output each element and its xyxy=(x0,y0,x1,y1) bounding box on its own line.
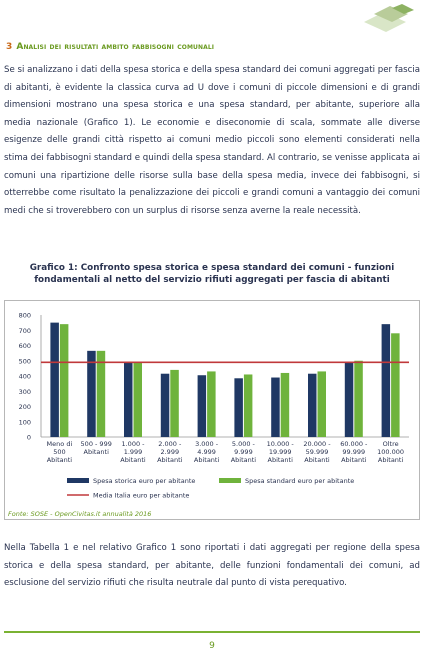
bar-spesa-storica xyxy=(87,350,96,437)
x-category-label-line: Abitanti xyxy=(120,456,146,464)
bar-spesa-standard xyxy=(354,360,363,437)
x-category-label: 5.000 -9.999 Abitanti xyxy=(231,440,257,464)
x-category-label-line: Abitanti xyxy=(304,456,330,464)
x-category-label-line: Abitanti xyxy=(194,456,220,464)
y-tick-label: 800 xyxy=(19,312,31,320)
y-tick-label: 300 xyxy=(19,388,31,396)
bar-spesa-storica xyxy=(197,375,207,437)
x-category-label-line: 60.000 - xyxy=(340,440,368,448)
x-category-label-line: 19.999 xyxy=(269,448,292,456)
x-category-label-line: Abitanti xyxy=(231,456,257,464)
x-category-label-line: 99.999 xyxy=(342,448,365,456)
bar-spesa-standard xyxy=(391,333,400,437)
y-tick-label: 600 xyxy=(19,342,31,350)
bar-spesa-storica xyxy=(234,378,243,437)
bar-spesa-standard xyxy=(133,362,142,437)
bar-spesa-standard xyxy=(317,371,326,437)
y-tick-label: 100 xyxy=(19,418,31,426)
x-category-label: 20.000 -59.999 Abitanti xyxy=(303,440,331,464)
x-category-label-line: Abitanti xyxy=(47,456,73,464)
x-category-label-line: 1.999 xyxy=(124,448,143,456)
y-tick-label: 700 xyxy=(19,327,31,335)
bar-spesa-standard xyxy=(243,374,253,437)
x-category-label-line: Abitanti xyxy=(157,456,183,464)
logo-icon xyxy=(364,4,414,32)
bar-spesa-standard xyxy=(207,371,216,437)
bar-spesa-standard xyxy=(96,350,106,437)
y-tick-label: 500 xyxy=(19,357,31,365)
x-category-label: 60.000 -99.999 Abitanti xyxy=(340,440,368,464)
x-category-label: 1.000 -1.999 Abitanti xyxy=(120,440,146,464)
x-category-label-line: 10.000 - xyxy=(267,440,295,448)
x-category-label-line: Abitanti xyxy=(84,448,110,456)
bar-spesa-storica xyxy=(308,373,317,437)
x-category-label: Meno di 500 Abitanti xyxy=(47,440,73,464)
bar-spesa-standard xyxy=(170,369,179,437)
y-tick-label: 400 xyxy=(19,373,31,381)
y-tick-label: 0 xyxy=(27,434,31,442)
bar-spesa-storica xyxy=(271,377,280,437)
chart-caption: Grafico 1: Confronto spesa storica e spe… xyxy=(29,263,395,285)
x-category-label-line: Meno di xyxy=(47,440,73,448)
x-category-label-line: 5.000 - xyxy=(232,440,256,448)
paragraph-2: Nella Tabella 1 e nel relativo Grafico 1… xyxy=(4,543,420,589)
x-category-label-line: 2.999 xyxy=(160,448,179,456)
bar-spesa-storica xyxy=(381,324,391,437)
x-category-label-line: 100.000 xyxy=(377,448,404,456)
legend-swatch-standard xyxy=(219,478,241,483)
x-category-label-line: 3.000 - xyxy=(195,440,219,448)
x-category-label-line: 9.999 xyxy=(234,448,253,456)
x-category-label: 10.000 -19.999 Abitanti xyxy=(267,440,295,464)
bar-spesa-standard xyxy=(59,324,69,437)
x-category-label: 500 - 999 Abitanti xyxy=(81,440,112,456)
section-number: 3 xyxy=(6,42,13,52)
x-category-label-line: Abitanti xyxy=(378,456,404,464)
page-number: 9 xyxy=(209,641,215,651)
x-category-label: 3.000 -4.999 Abitanti xyxy=(194,440,220,464)
bar-spesa-standard xyxy=(280,372,290,437)
x-category-label-line: 20.000 - xyxy=(303,440,331,448)
legend-label-standard: Spesa standard euro per abitante xyxy=(245,477,354,485)
y-tick-label: 200 xyxy=(19,403,31,411)
x-category-label: 2.000 -2.999 Abitanti xyxy=(157,440,183,464)
bar-spesa-storica xyxy=(344,361,354,437)
section-heading: 3 Analisi dei risultati ambito fabbisogni… xyxy=(6,42,214,52)
section-title: Analisi dei risultati ambito fabbisogni … xyxy=(16,42,215,52)
x-category-label-line: 500 xyxy=(53,448,65,456)
bar-spesa-storica xyxy=(160,373,170,437)
paragraph-1: Se si analizzano i dati della spesa stor… xyxy=(4,65,420,216)
x-category-label-line: Abitanti xyxy=(268,456,294,464)
x-category-label-line: 2.000 - xyxy=(158,440,182,448)
x-category-label-line: Oltre xyxy=(383,440,399,448)
x-category-label-line: 1.000 - xyxy=(121,440,145,448)
x-category-label-line: 59.999 xyxy=(306,448,329,456)
legend-label-storica: Spesa storica euro per abitante xyxy=(93,477,195,485)
x-category-label-line: Abitanti xyxy=(341,456,367,464)
bar-spesa-storica xyxy=(124,362,133,437)
legend-swatch-storica xyxy=(67,478,89,483)
bar-spesa-storica xyxy=(50,322,59,437)
chart-frame: 0 100 200 300 400 500 600 700 800 Meno di 500 Abita… xyxy=(4,300,420,520)
x-category-label-line: 500 - 999 xyxy=(81,440,112,448)
legend-label-media: Media Italia euro per abitante xyxy=(93,492,189,500)
x-category-label: Oltre 100.000 Abitanti xyxy=(377,440,404,464)
source-note: Fonte: SOSE - OpenCivitas.it annualità 2… xyxy=(8,510,152,518)
x-category-label-line: 4.999 xyxy=(197,448,216,456)
footer-divider xyxy=(4,631,420,633)
